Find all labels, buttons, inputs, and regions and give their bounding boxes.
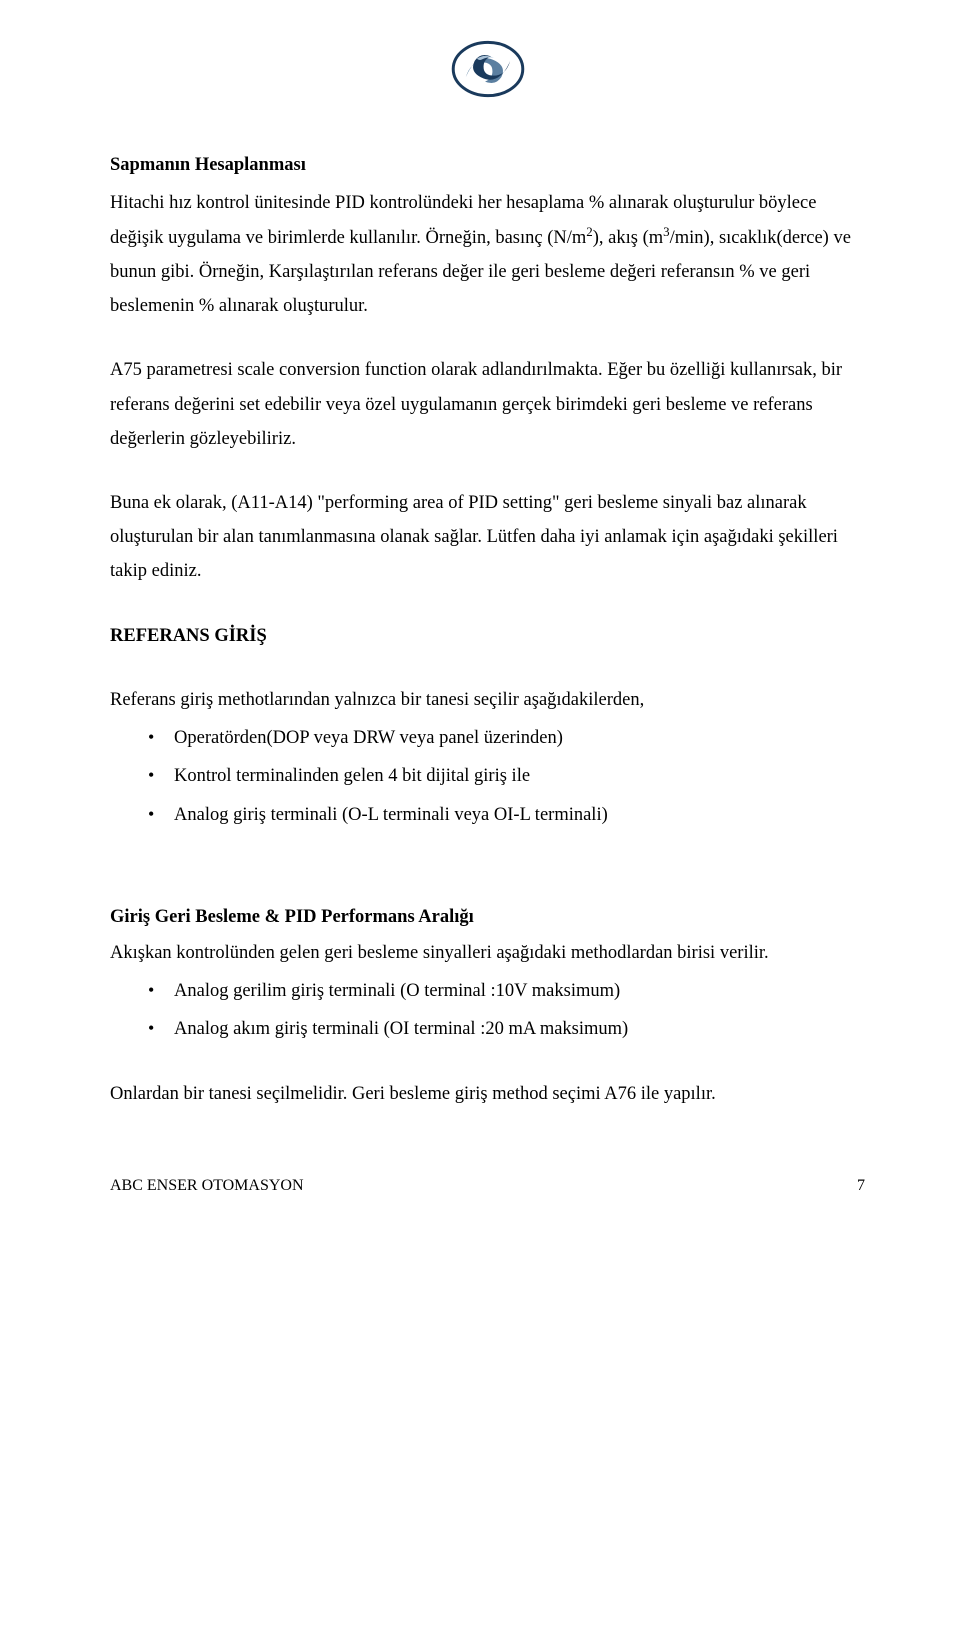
- paragraph-5: Akışkan kontrolünden gelen geri besleme …: [110, 936, 865, 970]
- page-footer: ABC ENSER OTOMASYON 7: [110, 1171, 865, 1201]
- footer-company: ABC ENSER OTOMASYON: [110, 1171, 304, 1201]
- heading-referans: REFERANS GİRİŞ: [110, 619, 865, 653]
- footer-page-number: 7: [857, 1171, 865, 1201]
- list-item: Kontrol terminalinden gelen 4 bit dijita…: [148, 759, 865, 793]
- header-logo-container: [110, 40, 865, 110]
- paragraph-4: Referans giriş methotlarından yalnızca b…: [110, 683, 865, 717]
- heading-sapma: Sapmanın Hesaplanması: [110, 148, 865, 182]
- paragraph-1: Hitachi hız kontrol ünitesinde PID kontr…: [110, 186, 865, 323]
- referans-bullet-list: Operatörden(DOP veya DRW veya panel üzer…: [110, 721, 865, 832]
- para1-part-b: ), akış (m: [593, 228, 663, 248]
- list-item: Analog akım giriş terminali (OI terminal…: [148, 1012, 865, 1046]
- list-item: Analog gerilim giriş terminali (O termin…: [148, 974, 865, 1008]
- feedback-bullet-list: Analog gerilim giriş terminali (O termin…: [110, 974, 865, 1046]
- list-item: Operatörden(DOP veya DRW veya panel üzer…: [148, 721, 865, 755]
- paragraph-6: Onlardan bir tanesi seçilmelidir. Geri b…: [110, 1077, 865, 1111]
- paragraph-3: Buna ek olarak, (A11-A14) "performing ar…: [110, 486, 865, 589]
- swirl-logo-icon: [451, 40, 525, 98]
- paragraph-2: A75 parametresi scale conversion functio…: [110, 353, 865, 456]
- list-item: Analog giriş terminali (O-L terminali ve…: [148, 798, 865, 832]
- heading-giris: Giriş Geri Besleme & PID Performans Aral…: [110, 900, 865, 934]
